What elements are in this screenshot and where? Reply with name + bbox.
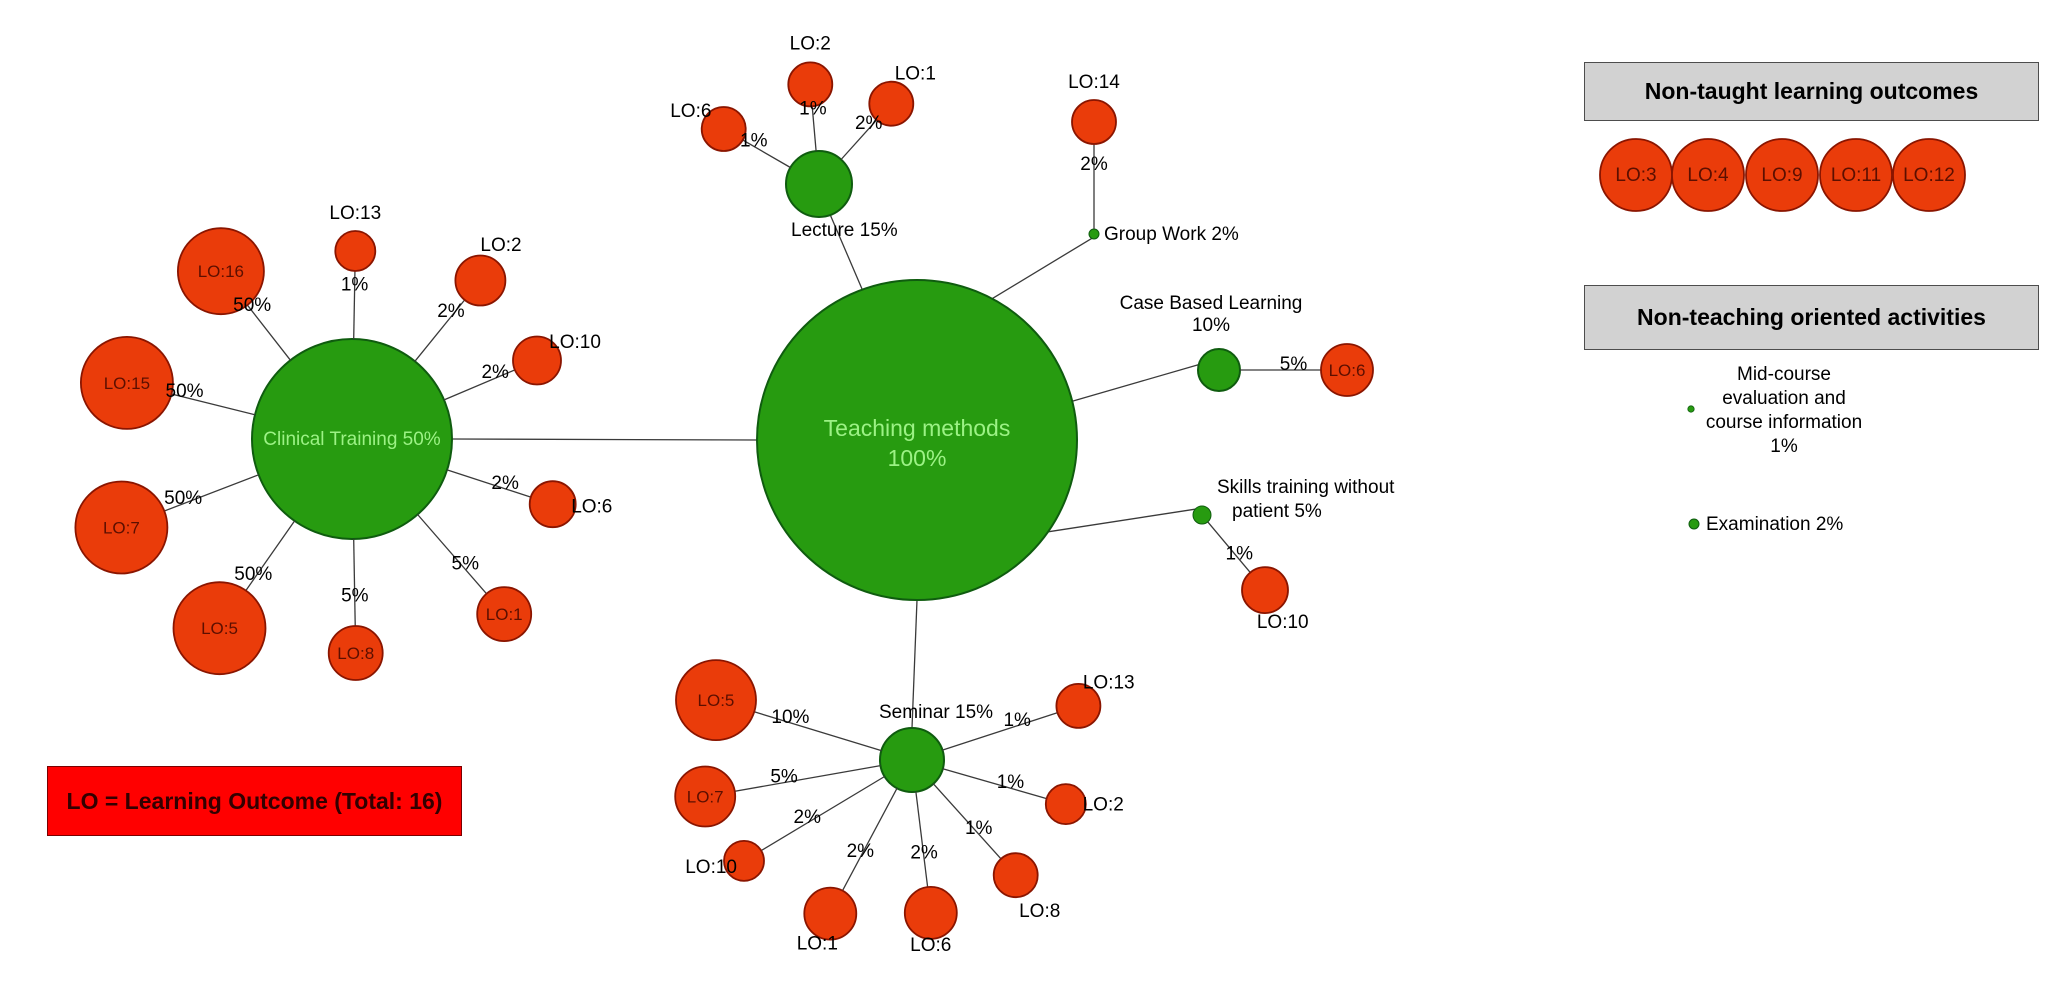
svg-text:10%: 10%: [1192, 315, 1230, 336]
svg-text:LO:9: LO:9: [1761, 165, 1802, 186]
svg-text:5%: 5%: [452, 553, 480, 574]
svg-text:LO:14: LO:14: [1068, 72, 1120, 93]
svg-text:Examination 2%: Examination 2%: [1706, 514, 1843, 535]
svg-text:2%: 2%: [481, 362, 509, 383]
svg-text:100%: 100%: [888, 445, 947, 471]
svg-text:Seminar 15%: Seminar 15%: [879, 702, 993, 723]
svg-text:50%: 50%: [233, 295, 271, 316]
svg-text:1%: 1%: [965, 818, 993, 839]
svg-text:LO:6: LO:6: [670, 101, 711, 122]
svg-text:Skills training without: Skills training without: [1217, 477, 1395, 498]
svg-text:LO:16: LO:16: [198, 262, 244, 281]
svg-text:Lecture 15%: Lecture 15%: [791, 220, 898, 241]
svg-text:LO:1: LO:1: [895, 64, 936, 85]
svg-text:LO:15: LO:15: [104, 374, 150, 393]
svg-text:LO:10: LO:10: [1257, 612, 1309, 633]
svg-text:5%: 5%: [770, 767, 798, 788]
svg-text:50%: 50%: [234, 564, 272, 585]
svg-text:50%: 50%: [164, 488, 202, 509]
svg-text:1%: 1%: [341, 275, 369, 296]
svg-text:1%: 1%: [799, 98, 827, 119]
svg-text:LO:2: LO:2: [480, 235, 521, 256]
svg-text:Mid-course: Mid-course: [1737, 364, 1831, 385]
svg-text:10%: 10%: [771, 707, 809, 728]
svg-text:LO:3: LO:3: [1615, 165, 1656, 186]
svg-text:2%: 2%: [794, 807, 822, 828]
svg-text:2%: 2%: [1080, 154, 1108, 175]
svg-text:Group Work 2%: Group Work 2%: [1104, 224, 1239, 245]
svg-text:1%: 1%: [1226, 543, 1254, 564]
svg-text:1%: 1%: [1770, 436, 1798, 457]
svg-text:LO:13: LO:13: [1083, 672, 1135, 693]
svg-text:50%: 50%: [166, 381, 204, 402]
svg-text:LO:2: LO:2: [790, 33, 831, 54]
svg-text:LO:12: LO:12: [1903, 165, 1955, 186]
svg-text:Clinical Training 50%: Clinical Training 50%: [263, 429, 441, 450]
svg-text:LO:11: LO:11: [1831, 165, 1881, 186]
svg-text:LO:1: LO:1: [797, 933, 838, 954]
svg-text:2%: 2%: [437, 301, 465, 322]
svg-text:LO:5: LO:5: [698, 691, 735, 710]
svg-text:Case Based Learning: Case Based Learning: [1120, 293, 1303, 314]
svg-text:LO:7: LO:7: [687, 787, 724, 806]
svg-text:2%: 2%: [855, 113, 883, 134]
svg-text:LO:10: LO:10: [685, 857, 737, 878]
svg-text:LO:13: LO:13: [329, 203, 381, 224]
svg-text:LO:6: LO:6: [910, 935, 951, 956]
svg-text:LO:8: LO:8: [337, 644, 374, 663]
svg-text:LO:1: LO:1: [486, 605, 523, 624]
svg-text:2%: 2%: [847, 841, 875, 862]
svg-text:LO:6: LO:6: [1329, 361, 1366, 380]
svg-text:Teaching methods: Teaching methods: [824, 415, 1011, 441]
svg-text:2%: 2%: [910, 842, 938, 863]
svg-text:5%: 5%: [341, 586, 369, 607]
svg-text:LO:4: LO:4: [1687, 165, 1729, 186]
svg-text:evaluation and: evaluation and: [1722, 388, 1846, 409]
svg-text:1%: 1%: [1003, 710, 1031, 731]
svg-text:LO:5: LO:5: [201, 619, 238, 638]
svg-text:1%: 1%: [740, 130, 768, 151]
svg-text:2%: 2%: [491, 473, 519, 494]
svg-text:course information: course information: [1706, 412, 1862, 433]
svg-text:LO:6: LO:6: [571, 497, 612, 518]
svg-text:1%: 1%: [997, 772, 1025, 793]
svg-text:patient 5%: patient 5%: [1232, 501, 1322, 522]
svg-text:5%: 5%: [1280, 354, 1308, 375]
svg-text:LO:7: LO:7: [103, 519, 140, 538]
svg-text:LO:8: LO:8: [1019, 901, 1060, 922]
svg-text:LO:10: LO:10: [549, 332, 601, 353]
svg-text:LO:2: LO:2: [1083, 795, 1124, 816]
